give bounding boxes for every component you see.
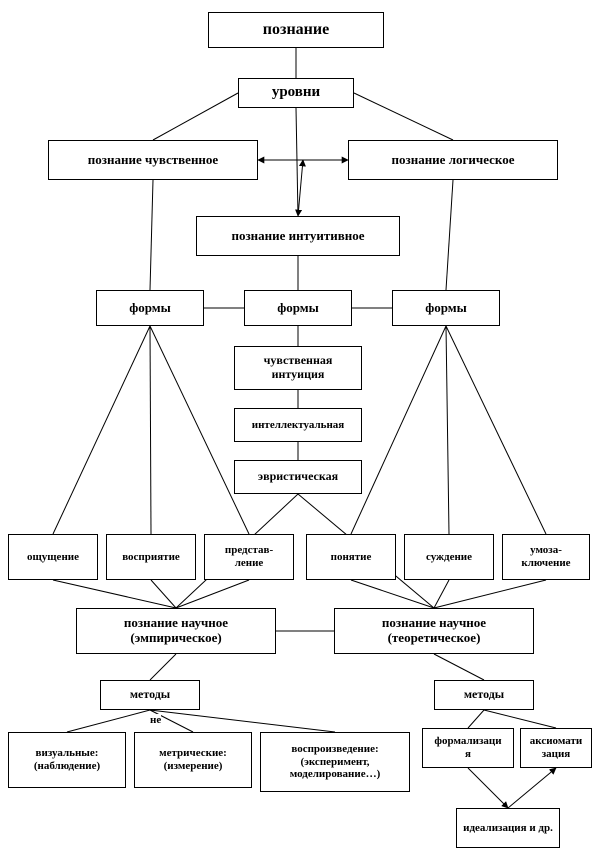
orphan-label-ne: не <box>150 714 161 727</box>
node-chuv_int: чувственная интуиция <box>234 346 362 390</box>
edge <box>151 580 176 608</box>
node-teor: познание научное (теоретическое) <box>334 608 534 654</box>
node-metrich: метрические: (измерение) <box>134 732 252 788</box>
edge <box>484 710 556 728</box>
node-formaliz: формализаци я <box>422 728 514 768</box>
edge <box>446 326 546 534</box>
edge <box>150 180 153 290</box>
edge <box>53 326 150 534</box>
edge <box>446 326 449 534</box>
edge <box>351 326 446 534</box>
edge <box>468 768 508 808</box>
node-intuit: познание интуитивное <box>196 216 400 256</box>
edge <box>434 580 449 608</box>
node-vizual: визуальные: (наблюдение) <box>8 732 126 788</box>
node-poznanie: познание <box>208 12 384 48</box>
node-metody_r: методы <box>434 680 534 710</box>
edge <box>296 108 298 216</box>
edge <box>150 710 335 732</box>
node-idealiz: идеализация и др. <box>456 808 560 848</box>
edge <box>53 580 176 608</box>
edge <box>298 160 303 216</box>
edge <box>351 580 434 608</box>
edge <box>446 180 453 290</box>
node-vosproiz: воспроизведение: (эксперимент, моделиров… <box>260 732 410 792</box>
node-chuvstv: познание чувственное <box>48 140 258 180</box>
node-predst: представ- ление <box>204 534 294 580</box>
edge <box>150 326 151 534</box>
edge <box>468 710 484 728</box>
edge <box>434 580 546 608</box>
node-vospr: восприятие <box>106 534 196 580</box>
node-formy_r: формы <box>392 290 500 326</box>
edge <box>508 768 556 808</box>
node-intel: интеллектуальная <box>234 408 362 442</box>
node-aksiom: аксиомати зация <box>520 728 592 768</box>
node-umoz: умоза- ключение <box>502 534 590 580</box>
node-urovni: уровни <box>238 78 354 108</box>
edge <box>434 654 484 680</box>
node-formy_l: формы <box>96 290 204 326</box>
edge <box>150 654 176 680</box>
node-suzhd: суждение <box>404 534 494 580</box>
node-evrist: эвристическая <box>234 460 362 494</box>
node-metody_l: методы <box>100 680 200 710</box>
node-oshch: ощущение <box>8 534 98 580</box>
node-logich: познание логическое <box>348 140 558 180</box>
edge <box>67 710 150 732</box>
edge <box>176 580 249 608</box>
node-ponyat: понятие <box>306 534 396 580</box>
node-empir: познание научное (эмпирическое) <box>76 608 276 654</box>
edge <box>153 93 238 140</box>
node-formy_c: формы <box>244 290 352 326</box>
edge <box>354 93 453 140</box>
